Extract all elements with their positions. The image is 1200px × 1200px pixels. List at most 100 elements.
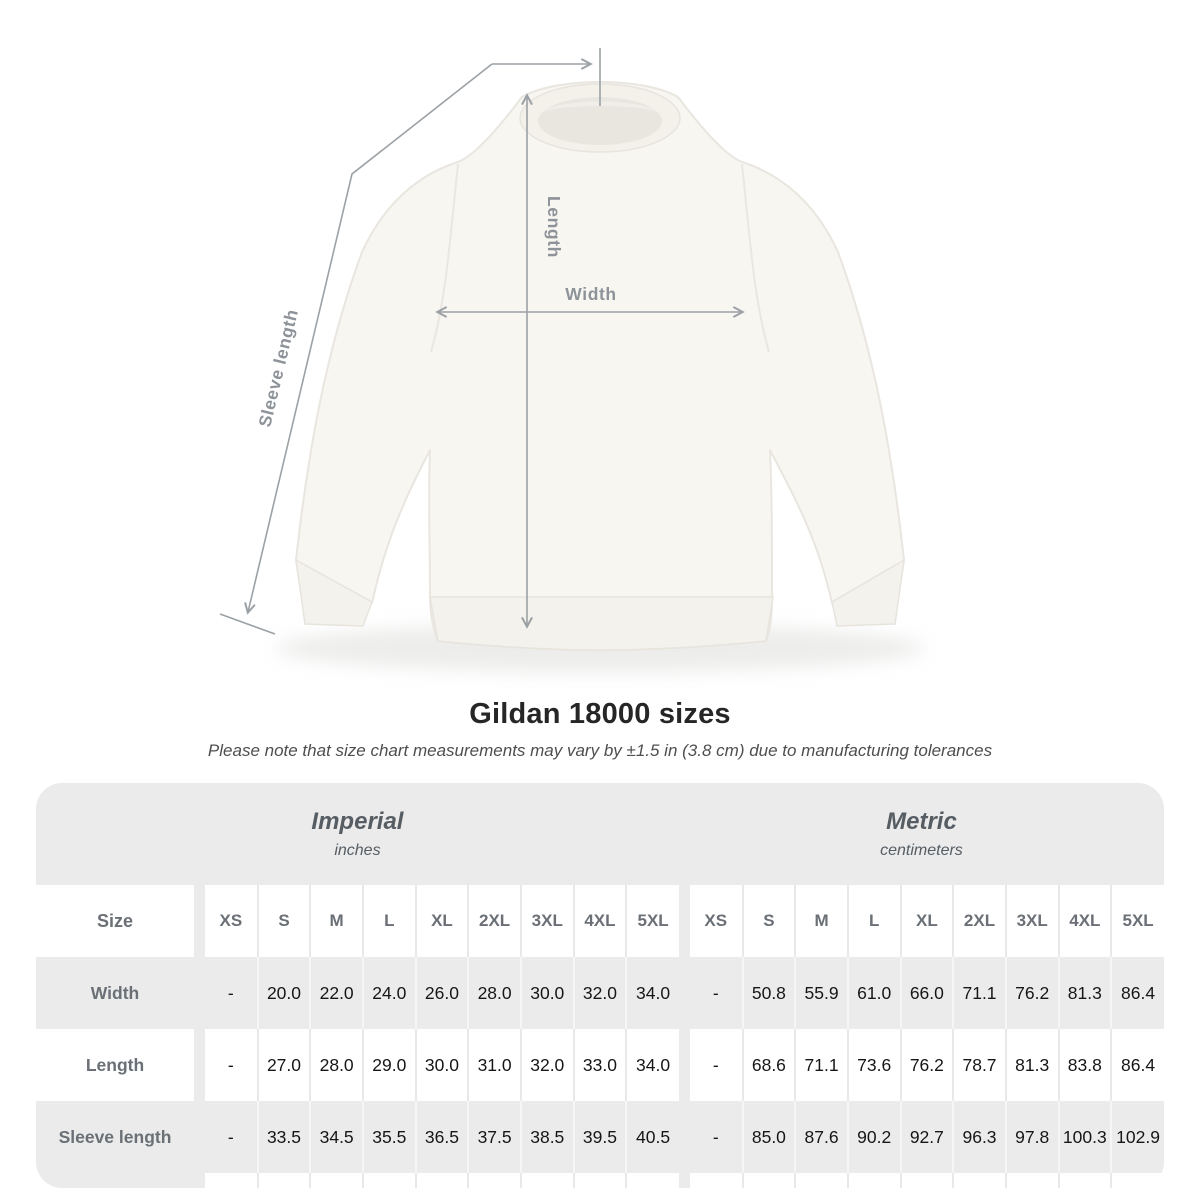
- value-cell: 81.3: [1057, 957, 1112, 1029]
- value-cell: 96.3: [952, 1101, 1006, 1173]
- gutter: [679, 1173, 690, 1188]
- size-header-cell-imperial-xs: XS: [205, 885, 258, 957]
- pad-cell: [36, 1173, 194, 1188]
- value-cell: 34.0: [625, 957, 679, 1029]
- value-cell: 100.3: [1057, 1101, 1112, 1173]
- size-header-cell-imperial-l: L: [361, 885, 416, 957]
- left-armhole-seam: [430, 163, 459, 353]
- sleeve-length-line: [244, 63, 493, 615]
- size-table: Imperial inches Metric centimeters Size X…: [36, 783, 1164, 1188]
- value-cell: 27.0: [256, 1029, 311, 1101]
- measurement-lines: [219, 48, 745, 635]
- pad-cell: [309, 1173, 363, 1188]
- pad-cell: [572, 1173, 627, 1188]
- gutter: [679, 885, 690, 957]
- metric-group-label: Metric: [886, 808, 957, 836]
- value-cell: -: [227, 1126, 234, 1147]
- value-cell: 32.0: [572, 957, 627, 1029]
- unit-group-header-row: Imperial inches Metric centimeters: [36, 783, 1164, 885]
- value-cell: 73.6: [846, 1029, 901, 1101]
- table-row-width: Width - 20.0 22.0 24.0 26.0 28.0 30.0 32.0 34.0 - 5…: [36, 957, 1164, 1029]
- gutter: [194, 957, 205, 1029]
- sweatshirt-hem-band: [429, 596, 774, 651]
- table-bottom-pad-row: [36, 1173, 1164, 1188]
- value-cell: 33.5: [256, 1101, 311, 1173]
- value-cell: 66.0: [899, 957, 954, 1029]
- value-cell: 34.5: [309, 1101, 363, 1173]
- gutter: [679, 1029, 690, 1101]
- pad-cell: [689, 1173, 743, 1188]
- size-header-cell-metric-xl: XL: [899, 885, 954, 957]
- size-corner-cell: Size: [36, 885, 194, 957]
- value-cell: 28.0: [309, 1029, 363, 1101]
- sweatshirt-right-cuff: [831, 558, 905, 627]
- pad-cell: [256, 1173, 311, 1188]
- measurement-diagram: Width Length Sleeve length: [219, 48, 925, 672]
- value-cell: 31.0: [467, 1029, 521, 1101]
- size-header-cell-metric-s: S: [741, 885, 796, 957]
- pad-cell: [414, 1173, 469, 1188]
- value-cell: 33.0: [572, 1029, 627, 1101]
- value-cell: 85.0: [741, 1101, 796, 1173]
- size-header-cell-imperial-5xl: 5XL: [625, 885, 679, 957]
- value-cell: 90.2: [846, 1101, 901, 1173]
- row-label-cell: Length: [36, 1029, 194, 1101]
- value-cell: 76.2: [1004, 957, 1059, 1029]
- sleeve-length-label: Sleeve length: [254, 307, 302, 429]
- size-header-cell-metric-2xl: 2XL: [952, 885, 1006, 957]
- value-cell: 68.6: [741, 1029, 796, 1101]
- value-cell: 40.5: [625, 1101, 679, 1173]
- pad-cell: [794, 1173, 848, 1188]
- value-cell: 81.3: [1004, 1029, 1059, 1101]
- table-row-sleeve-length: Sleeve length - 33.5 34.5 35.5 36.5 37.5 38.5 39…: [36, 1101, 1164, 1173]
- size-header-cell-imperial-2xl: 2XL: [467, 885, 521, 957]
- pad-cell: [1057, 1173, 1112, 1188]
- pad-cell: [952, 1173, 1006, 1188]
- value-cell: 32.0: [519, 1029, 574, 1101]
- value-cell: 37.5: [467, 1101, 521, 1173]
- size-header-cell-imperial-m: M: [309, 885, 363, 957]
- value-cell: 76.2: [899, 1029, 954, 1101]
- size-header-cell-metric-5xl: 5XL: [1110, 885, 1164, 957]
- gutter: [194, 885, 205, 957]
- pad-cell: [1110, 1173, 1164, 1188]
- size-header-row: Size XS S M L XL 2XL 3XL 4XL 5XL XS S M L XL 2XL 3XL 4XL 5…: [36, 885, 1164, 957]
- value-cell: 86.4: [1110, 957, 1164, 1029]
- sweatshirt-left-cuff: [295, 558, 373, 627]
- value-cell: 22.0: [309, 957, 363, 1029]
- tolerance-note: Please note that size chart measurements…: [207, 741, 993, 760]
- imperial-group-unit: inches: [334, 841, 381, 859]
- size-header-cell-imperial-3xl: 3XL: [519, 885, 574, 957]
- value-cell: 28.0: [467, 957, 521, 1029]
- collar-inner: [538, 97, 662, 145]
- size-header-cell-imperial-4xl: 4XL: [572, 885, 627, 957]
- value-cell: 61.0: [846, 957, 901, 1029]
- value-cell: 83.8: [1057, 1029, 1112, 1101]
- pad-cell: [205, 1173, 258, 1188]
- pad-cell: [741, 1173, 796, 1188]
- value-cell: 97.8: [1004, 1101, 1059, 1173]
- width-label: Width: [565, 284, 616, 304]
- value-cell: 71.1: [794, 1029, 848, 1101]
- value-cell: 24.0: [361, 957, 416, 1029]
- gutter: [194, 1029, 205, 1101]
- value-cell: 38.5: [519, 1101, 574, 1173]
- size-header-cell-metric-m: M: [794, 885, 848, 957]
- value-cell: 30.0: [414, 1029, 469, 1101]
- size-header-cell-metric-l: L: [846, 885, 901, 957]
- right-armhole-seam: [741, 163, 770, 353]
- gutter: [194, 1173, 205, 1188]
- collar-back-neck: [542, 101, 658, 112]
- value-cell: 86.4: [1110, 1029, 1164, 1101]
- gutter: [194, 1101, 205, 1173]
- size-header-cell-metric-4xl: 4XL: [1057, 885, 1112, 957]
- value-cell: -: [205, 1029, 258, 1101]
- value-cell: 39.5: [572, 1101, 627, 1173]
- value-cell: 26.0: [414, 957, 469, 1029]
- gutter: [679, 1101, 690, 1173]
- metric-group-unit: centimeters: [880, 841, 963, 859]
- value-cell: 102.9: [1110, 1101, 1164, 1173]
- value-cell: 35.5: [361, 1101, 416, 1173]
- table-row-length: Length -27.0 28.0 29.0 30.0 31.0 32.0 33.0 34.0-…: [36, 1029, 1164, 1101]
